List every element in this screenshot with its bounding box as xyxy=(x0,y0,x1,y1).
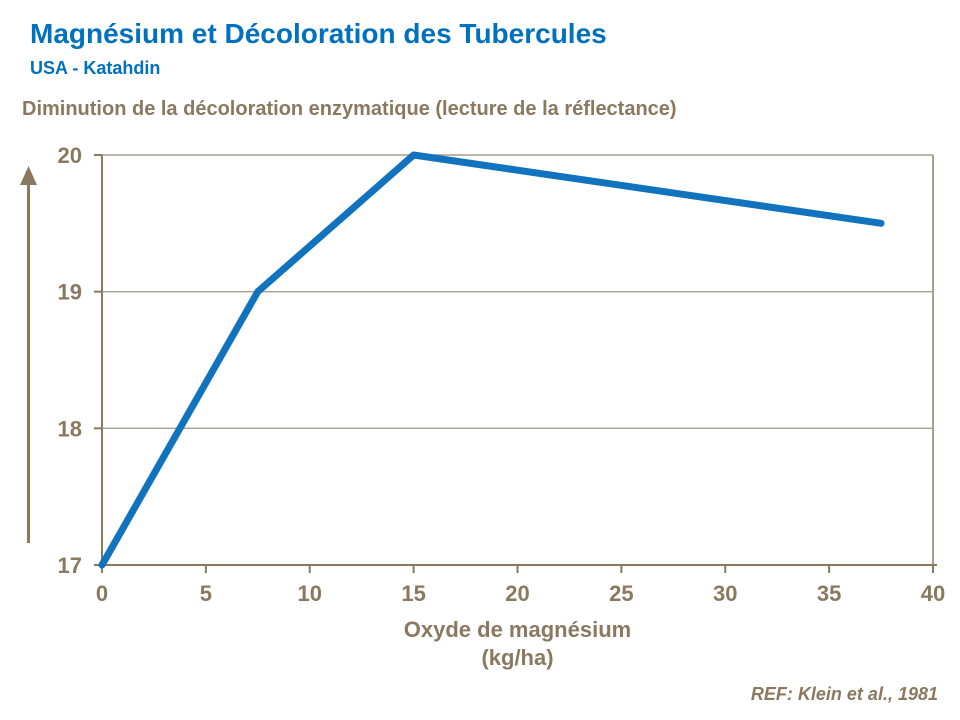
y-tick-label-20: 20 xyxy=(58,143,82,168)
x-tick-label-35: 35 xyxy=(817,581,841,606)
x-tick-label-20: 20 xyxy=(505,581,529,606)
y-tick-label-19: 19 xyxy=(58,280,82,305)
up-arrow-head-icon xyxy=(20,166,37,185)
x-tick-label-25: 25 xyxy=(609,581,633,606)
x-tick-label-5: 5 xyxy=(200,581,212,606)
y-tick-label-18: 18 xyxy=(58,416,82,441)
x-axis-title: Oxyde de magnésium (kg/ha) xyxy=(102,616,933,672)
data-line-reflectance xyxy=(98,151,885,569)
x-tick-label-30: 30 xyxy=(713,581,737,606)
x-axis-title-line1: Oxyde de magnésium xyxy=(403,617,632,642)
x-tick-label-10: 10 xyxy=(298,581,322,606)
slide-subtitle: USA - Katahdin xyxy=(30,58,161,78)
slide-title: Magnésium et Décoloration des Tubercules xyxy=(30,18,607,49)
x-tick-label-0: 0 xyxy=(96,581,108,606)
reference-text: REF: Klein et al., 1981 xyxy=(750,684,938,704)
x-axis-title-line2: (kg/ha) xyxy=(481,645,554,670)
y-tick-label-17: 17 xyxy=(58,553,82,578)
x-tick-label-15: 15 xyxy=(401,581,425,606)
chart-heading: Diminution de la décoloration enzymatiqu… xyxy=(22,98,677,120)
x-tick-label-40: 40 xyxy=(921,581,945,606)
